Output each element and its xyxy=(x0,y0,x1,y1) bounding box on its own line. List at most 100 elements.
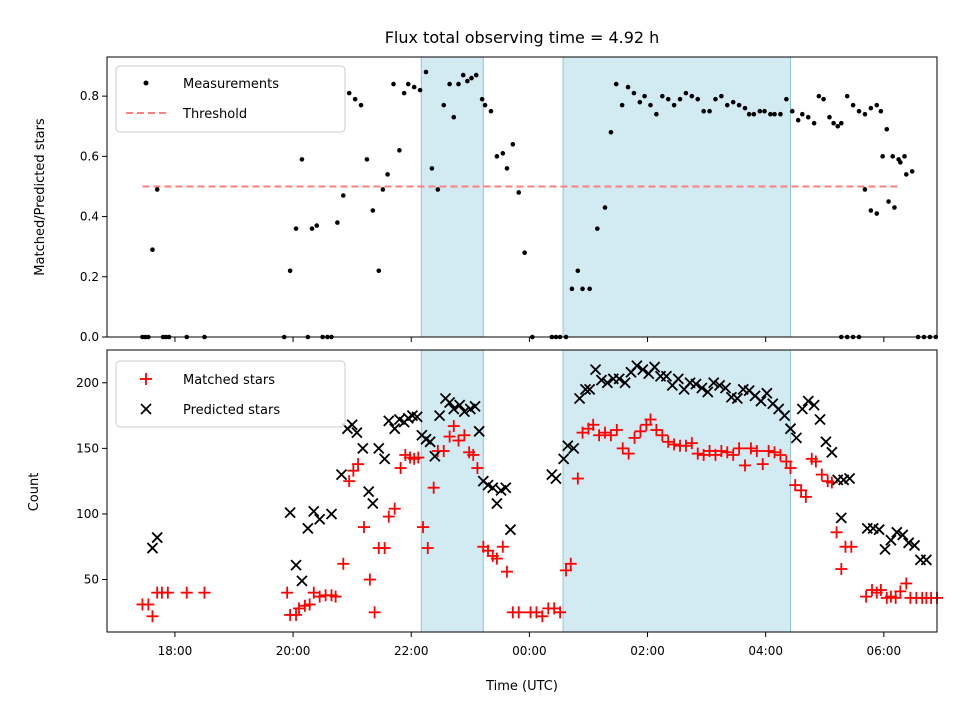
matched-star-point xyxy=(382,510,395,523)
measurement-point xyxy=(460,72,466,78)
measurement-point xyxy=(625,84,631,90)
measurement-point xyxy=(500,151,506,156)
matched-star-point xyxy=(500,565,513,578)
predicted-star-point xyxy=(335,468,348,481)
matched-star-point xyxy=(830,526,843,539)
matched-star-point xyxy=(363,573,376,586)
measurement-point xyxy=(868,208,874,213)
predicted-star-point xyxy=(690,378,702,390)
predicted-star-point xyxy=(487,482,499,494)
predicted-star-point xyxy=(458,406,471,418)
matched-star-point xyxy=(554,606,567,619)
predicted-star-point xyxy=(731,392,743,405)
predicted-star-point xyxy=(584,383,596,395)
measurement-point xyxy=(862,111,868,117)
predicted-star-point xyxy=(778,409,791,422)
y-tick-label: 150 xyxy=(76,441,99,455)
matched-star-point xyxy=(715,444,728,457)
matched-star-point xyxy=(512,606,525,619)
predicted-star-point xyxy=(835,512,847,524)
matched-star-point xyxy=(721,446,734,459)
matched-star-point xyxy=(394,462,407,475)
matched-star-point xyxy=(452,434,465,447)
matched-star-point xyxy=(874,584,887,597)
measurement-point xyxy=(391,81,396,87)
measurement-point xyxy=(447,81,452,87)
measurement-point xyxy=(746,111,752,117)
predicted-star-point xyxy=(891,526,903,538)
measurement-point xyxy=(401,90,407,96)
predicted-star-point xyxy=(151,531,163,544)
predicted-star-point xyxy=(755,395,767,407)
measurement-point xyxy=(778,111,783,117)
measurement-point xyxy=(742,105,748,111)
y-tick-label: 50 xyxy=(84,573,99,587)
measurement-point xyxy=(376,268,382,274)
y-tick-label: 100 xyxy=(76,507,99,521)
measurement-point xyxy=(730,99,736,105)
predicted-star-point xyxy=(284,507,296,519)
matched-star-point xyxy=(668,438,681,451)
measurement-point xyxy=(654,111,659,117)
matched-star-point xyxy=(656,429,669,442)
measurement-point xyxy=(816,93,822,99)
measurement-point xyxy=(762,108,767,114)
matched-star-point xyxy=(634,425,647,438)
measurement-point xyxy=(569,286,575,292)
predicted-star-point xyxy=(308,505,320,517)
matched-star-point xyxy=(496,540,509,553)
matched-star-point xyxy=(564,557,577,570)
measurement-point xyxy=(736,102,742,108)
matched-star-point xyxy=(161,586,174,599)
matched-star-point xyxy=(662,435,675,448)
measurement-point xyxy=(772,111,777,117)
x-tick-label: 04:00 xyxy=(748,644,783,658)
measurement-point xyxy=(701,108,706,114)
matched-star-point xyxy=(628,431,641,444)
top-legend-box xyxy=(115,65,346,133)
measurement-point xyxy=(479,96,485,102)
predicted-star-point xyxy=(373,442,385,455)
measurement-point xyxy=(451,114,457,120)
predicted-star-point xyxy=(713,379,726,392)
measurement-point xyxy=(683,90,689,96)
measurement-point xyxy=(909,169,915,174)
measurement-point xyxy=(150,247,155,252)
measurement-point xyxy=(441,102,447,108)
matched-star-point xyxy=(560,564,573,577)
predicted-star-point xyxy=(637,364,649,376)
predicted-star-point xyxy=(814,413,826,426)
measurement-point xyxy=(827,114,832,120)
predicted-star-point xyxy=(558,453,570,465)
matched-star-point xyxy=(146,610,159,623)
predicted-star-point xyxy=(843,472,856,485)
matched-star-point xyxy=(795,484,808,497)
ratio-panel: 0.00.20.40.60.8 Matched/Predicted stars … xyxy=(33,56,939,344)
matched-star-point xyxy=(437,444,450,457)
bottom-plot-area xyxy=(136,360,943,623)
matched-star-point xyxy=(650,424,663,437)
measurement-point xyxy=(516,190,522,195)
matched-star-point xyxy=(180,586,193,599)
measurement-point xyxy=(695,96,701,102)
measurement-point xyxy=(886,199,891,204)
predicted-star-point xyxy=(761,387,773,399)
count-panel: 50 100 150 200 18:00 20:00 22:00 00:00 02:00 04:… xyxy=(27,349,943,694)
measurement-point xyxy=(838,120,844,126)
predicted-star-point xyxy=(719,382,732,394)
measurement-point xyxy=(346,90,352,96)
measurement-point xyxy=(874,102,880,108)
predicted-star-point xyxy=(325,508,338,520)
matched-star-point xyxy=(768,446,781,459)
measurement-point xyxy=(522,250,527,255)
matched-star-point xyxy=(458,429,471,442)
predicted-star-point xyxy=(885,534,897,546)
measurement-point xyxy=(724,102,730,108)
predicted-star-point xyxy=(903,537,915,549)
y-tick-label: 0.6 xyxy=(80,149,99,163)
measurement-point xyxy=(898,160,903,165)
top-axes-frame xyxy=(106,56,938,338)
measurement-point xyxy=(757,108,763,114)
measurement-point xyxy=(805,114,811,120)
legend-threshold: Threshold xyxy=(182,107,247,122)
